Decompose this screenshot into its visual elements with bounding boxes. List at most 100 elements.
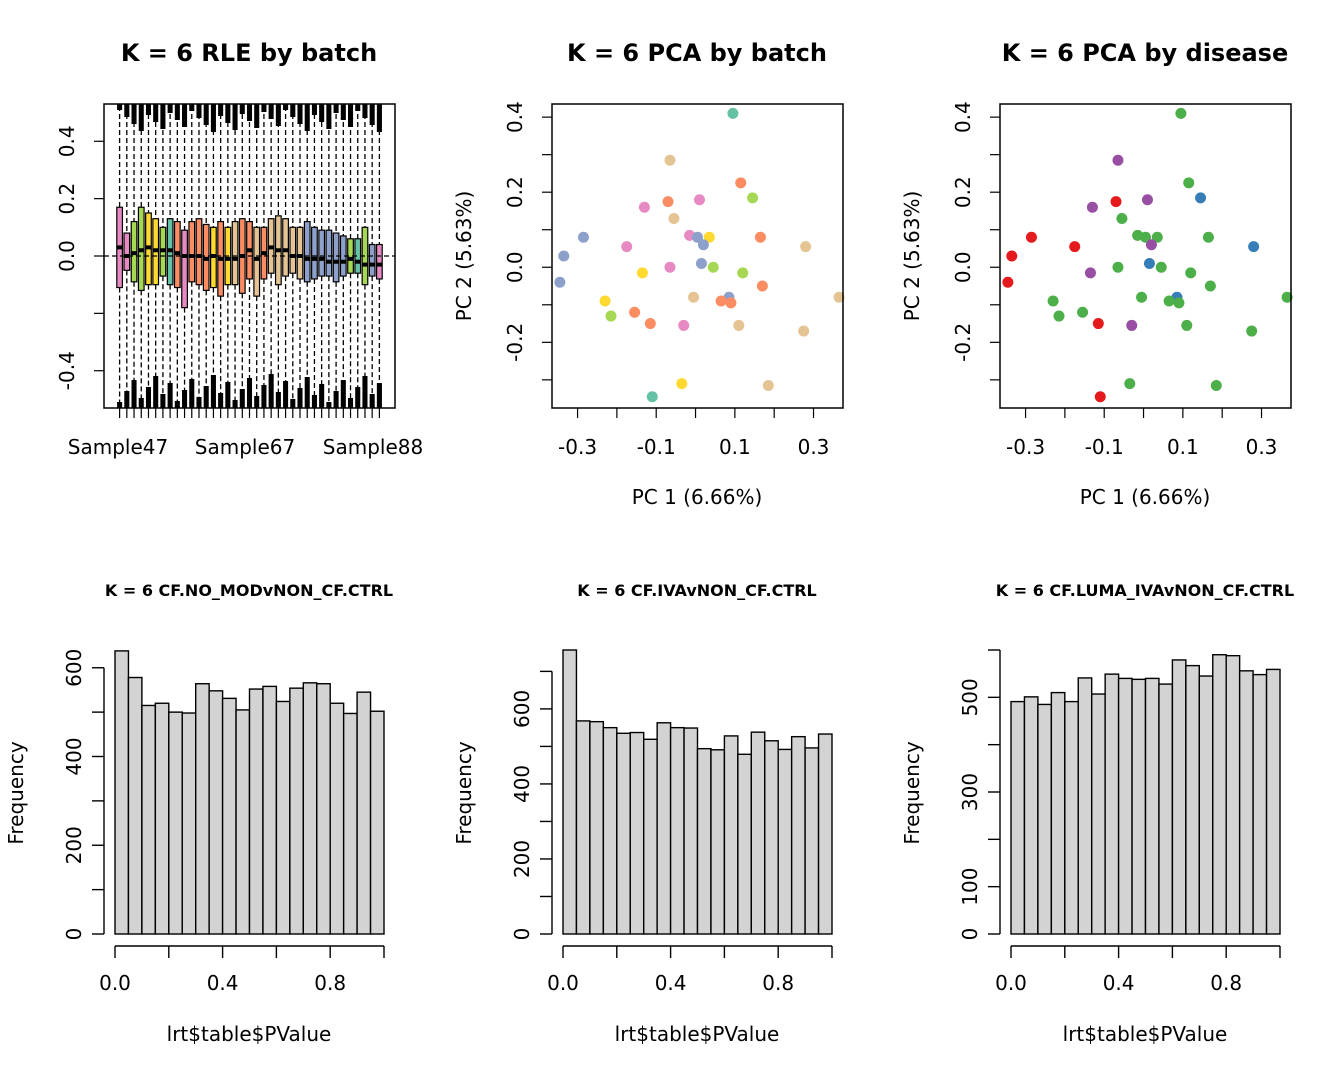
rle-outlier-mass-top xyxy=(347,104,354,127)
rle-outlier-mass-top xyxy=(145,104,152,115)
rle-outlier-mass-bottom xyxy=(124,391,130,408)
pca-disease-y-tick-label: 0.0 xyxy=(951,251,975,283)
rle-outlier-mass-top xyxy=(239,104,245,114)
pca-disease-panel: K = 6 PCA by disease -0.20.00.20.4 -0.3-… xyxy=(900,39,1293,509)
rle-box xyxy=(311,226,318,280)
rle-outlier-mass-bottom xyxy=(311,395,317,408)
pca-disease-point xyxy=(1069,241,1081,253)
rle-outlier-mass-bottom xyxy=(290,399,296,408)
pca-disease-points xyxy=(1002,107,1293,403)
rle-outlier-mass-top xyxy=(246,104,253,121)
rle-outlier-mass-bottom xyxy=(326,402,332,408)
pca-batch-point xyxy=(798,325,810,337)
pca-disease-point xyxy=(1053,310,1065,322)
hist-luma-bar xyxy=(1131,678,1147,935)
pca-disease-point xyxy=(1116,212,1128,224)
pca-batch-y-tick-label: 0.2 xyxy=(503,176,527,208)
pca-disease-point xyxy=(1047,295,1059,307)
hist-nomod-bar xyxy=(154,702,170,935)
pca-batch-point xyxy=(664,261,676,273)
pca-disease-point xyxy=(1183,177,1195,189)
rle-outlier-mass-bottom xyxy=(369,394,375,408)
rle-outlier-mass-bottom xyxy=(304,377,310,408)
rle-x-tick-label: Sample88 xyxy=(323,435,423,459)
hist-nomod-bar xyxy=(127,676,143,935)
hist-nomod-title: K = 6 CF.NO_MODvNON_CF.CTRL xyxy=(105,581,393,600)
hist-iva-bar xyxy=(817,733,833,935)
rle-box xyxy=(303,220,311,283)
pca-disease-title: K = 6 PCA by disease xyxy=(1002,39,1289,67)
hist-luma-x-tick-label: 0.4 xyxy=(1103,971,1135,995)
pca-disease-x-tick-label: 0.1 xyxy=(1167,435,1199,459)
hist-nomod-bar xyxy=(275,700,291,935)
rle-box xyxy=(289,226,297,274)
hist-iva-y-tick-label: 0 xyxy=(510,928,534,941)
rle-outlier-mass-bottom xyxy=(117,402,123,408)
rle-x-tick-label: Sample47 xyxy=(68,435,168,459)
rle-box xyxy=(332,232,340,283)
pca-disease-point xyxy=(1155,261,1167,273)
rle-outlier-mass-top xyxy=(290,104,296,117)
hist-iva-bar xyxy=(804,747,820,935)
hist-luma-bar xyxy=(1225,654,1241,935)
hist-luma-bar xyxy=(1252,673,1268,935)
hist-luma-panel: K = 6 CF.LUMA_IVAvNON_CF.CTRL 0 100 300 500… xyxy=(900,581,1294,1046)
pca-disease-point xyxy=(1248,241,1260,253)
rle-outlier-mass-top xyxy=(340,104,346,120)
hist-nomod-bar xyxy=(141,704,157,935)
pca-disease-point xyxy=(1185,267,1197,279)
rle-y-tick-label: -0.4 xyxy=(55,351,79,390)
rle-outlier-mass-top xyxy=(225,104,231,123)
pca-batch-point xyxy=(703,231,715,243)
hist-iva-title: K = 6 CF.IVAvNON_CF.CTRL xyxy=(577,581,817,600)
rle-outlier-mass-top xyxy=(362,104,368,118)
hist-iva-bar xyxy=(602,726,618,935)
hist-iva-bar xyxy=(575,720,591,935)
hist-luma-title: K = 6 CF.LUMA_IVAvNON_CF.CTRL xyxy=(996,581,1294,600)
pca-batch-point xyxy=(664,154,676,166)
hist-luma-bar xyxy=(1010,700,1026,935)
rle-outlier-mass-top xyxy=(153,104,159,122)
rle-box xyxy=(123,232,131,271)
hist-iva-bar xyxy=(629,731,645,935)
pca-disease-x-tick-label: -0.3 xyxy=(1006,435,1045,459)
pca-batch-point xyxy=(629,306,641,318)
hist-luma-y-tick-label: 300 xyxy=(958,773,982,811)
pca-batch-x-tick-label: -0.1 xyxy=(637,435,676,459)
hist-iva-x-axis: 0.0 0.4 0.8 xyxy=(547,945,833,995)
rle-outlier-mass-bottom xyxy=(261,385,267,408)
rle-box xyxy=(195,218,203,286)
rle-box xyxy=(231,220,239,286)
hist-iva-bar xyxy=(710,749,726,935)
rle-outlier-mass-top xyxy=(376,104,382,132)
pca-batch-point xyxy=(727,107,739,119)
pca-disease-plot-frame xyxy=(999,103,1292,409)
pca-batch-point xyxy=(697,239,709,251)
hist-nomod-bar xyxy=(235,709,251,935)
hist-luma-bar xyxy=(1171,659,1187,935)
rle-outlier-mass-bottom xyxy=(319,384,325,408)
pca-batch-point xyxy=(692,231,703,243)
rle-outlier-mass-top xyxy=(138,104,144,131)
hist-nomod-bar xyxy=(168,711,183,935)
pca-disease-point xyxy=(1202,231,1214,243)
pca-batch-point xyxy=(762,379,774,391)
rle-outlier-mass-top xyxy=(297,104,303,124)
rle-outlier-mass-top xyxy=(117,104,123,110)
pca-batch-point xyxy=(754,231,766,243)
hist-iva-bar xyxy=(723,735,739,935)
rle-x-axis: Sample47 Sample67 Sample88 xyxy=(68,408,423,459)
hist-nomod-bar xyxy=(221,697,237,935)
hist-iva-bar xyxy=(656,722,672,935)
rle-chart-title: K = 6 RLE by batch xyxy=(121,39,377,67)
hist-luma-bar xyxy=(1090,693,1106,935)
pca-batch-point xyxy=(756,280,768,292)
rle-y-tick-label: 0.4 xyxy=(55,125,79,157)
pca-disease-point xyxy=(1140,231,1151,243)
hist-nomod-bar xyxy=(248,688,264,935)
pca-batch-y-axis: -0.2 0.0 0.2 0.4 xyxy=(503,101,552,381)
hist-iva-bar xyxy=(750,731,766,935)
rle-outlier-mass-bottom xyxy=(268,374,274,408)
rle-y-tick-label: 0.0 xyxy=(55,240,79,272)
